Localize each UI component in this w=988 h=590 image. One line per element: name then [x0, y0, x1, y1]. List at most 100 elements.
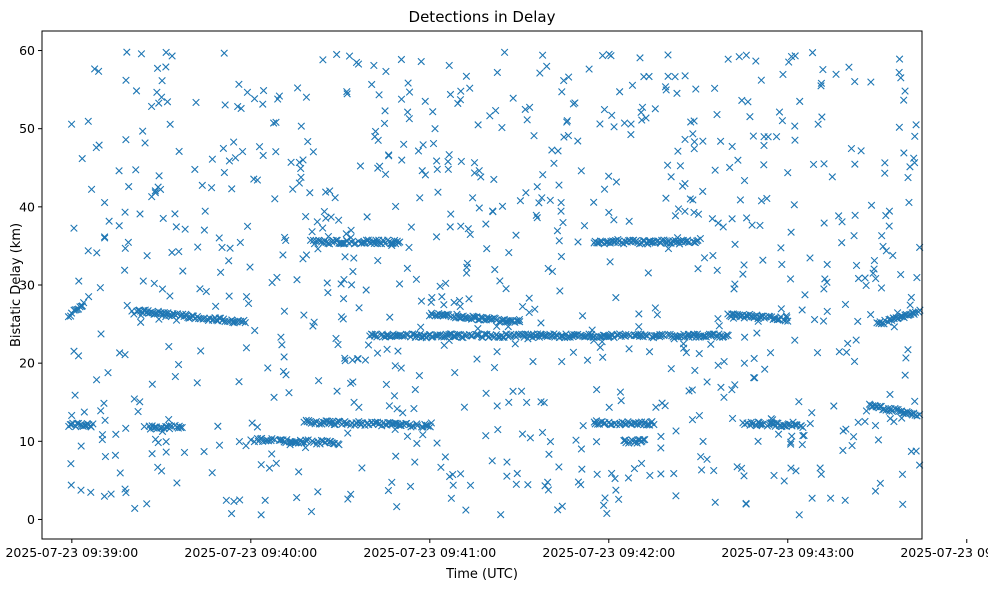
data-point [599, 501, 608, 510]
data-point [664, 244, 673, 253]
data-point [757, 76, 766, 84]
data-point [791, 122, 799, 130]
data-point [137, 311, 145, 320]
data-point [548, 146, 556, 154]
data-point [643, 421, 651, 429]
data-point [854, 274, 863, 283]
data-point [465, 314, 473, 323]
data-point [257, 511, 265, 519]
x-tick-label-3: 2025-07-23 09:42:00 [542, 545, 675, 560]
data-point [885, 207, 894, 215]
data-point [748, 221, 756, 229]
data-point [230, 497, 238, 506]
x-tick-label-4: 2025-07-23 09:43:00 [721, 545, 854, 560]
data-point [98, 430, 107, 439]
data-point [491, 106, 500, 115]
data-point [488, 315, 496, 323]
data-point [208, 469, 216, 477]
data-point [493, 347, 501, 356]
data-point [148, 450, 156, 458]
data-point [342, 230, 350, 238]
data-point [725, 163, 734, 172]
data-point [384, 151, 393, 159]
data-point [421, 97, 429, 106]
data-point [175, 247, 183, 256]
data-point [344, 429, 352, 437]
data-point [782, 312, 791, 320]
data-point [651, 105, 659, 113]
data-point [258, 437, 267, 445]
data-point [699, 187, 707, 196]
data-point [752, 57, 760, 65]
data-point [269, 119, 278, 127]
data-point [750, 373, 758, 382]
data-point [242, 292, 251, 301]
data-point [111, 451, 120, 459]
data-point [808, 409, 816, 417]
data-point [442, 311, 450, 319]
data-point [422, 422, 430, 430]
data-point [689, 196, 697, 204]
data-point [651, 304, 660, 312]
data-point [703, 455, 711, 463]
data-point [473, 355, 481, 363]
data-point [272, 118, 280, 126]
data-point [165, 342, 173, 351]
data-point [418, 167, 426, 175]
data-point [784, 168, 792, 177]
data-point [878, 231, 886, 240]
data-point [70, 347, 78, 355]
data-point [673, 234, 682, 242]
data-point [681, 72, 689, 80]
data-point [67, 481, 75, 489]
data-point [462, 269, 471, 277]
data-point [779, 70, 787, 79]
data-point [121, 351, 129, 359]
data-point [708, 215, 717, 223]
y-axis: 0 10 20 30 40 50 60 [19, 43, 42, 527]
data-point [349, 267, 357, 276]
x-tick-label-5: 2025-07-23 09:44:00 [900, 545, 988, 560]
data-point [714, 315, 722, 323]
data-point [364, 341, 373, 349]
data-point [181, 225, 189, 233]
data-point [862, 281, 870, 290]
data-point [608, 111, 616, 120]
data-point [87, 185, 96, 194]
data-point [470, 159, 479, 167]
data-point [112, 430, 120, 439]
data-point [799, 432, 807, 440]
data-point [719, 223, 727, 231]
data-point [784, 420, 793, 428]
data-point [158, 76, 166, 85]
data-point [839, 446, 847, 455]
data-point [518, 430, 527, 438]
data-point [505, 398, 513, 407]
data-point [838, 238, 846, 247]
data-point [714, 361, 722, 370]
data-point [344, 495, 352, 503]
data-point [557, 252, 566, 261]
data-point [334, 216, 343, 224]
data-point [737, 464, 746, 473]
data-point [382, 67, 390, 76]
data-point [97, 407, 105, 415]
data-point [569, 348, 578, 357]
data-point [490, 175, 498, 184]
data-point [463, 263, 471, 271]
data-point [84, 292, 93, 301]
data-point [761, 365, 769, 373]
data-point [663, 161, 672, 169]
data-point [432, 233, 441, 241]
data-point [374, 256, 382, 265]
data-point [763, 194, 771, 203]
data-point [391, 425, 399, 434]
data-point [219, 144, 228, 153]
data-point [646, 471, 654, 480]
data-point [308, 228, 316, 236]
data-point [155, 315, 163, 323]
data-point [447, 313, 455, 321]
data-point [318, 224, 327, 232]
data-point [612, 178, 621, 186]
data-point [667, 364, 675, 373]
